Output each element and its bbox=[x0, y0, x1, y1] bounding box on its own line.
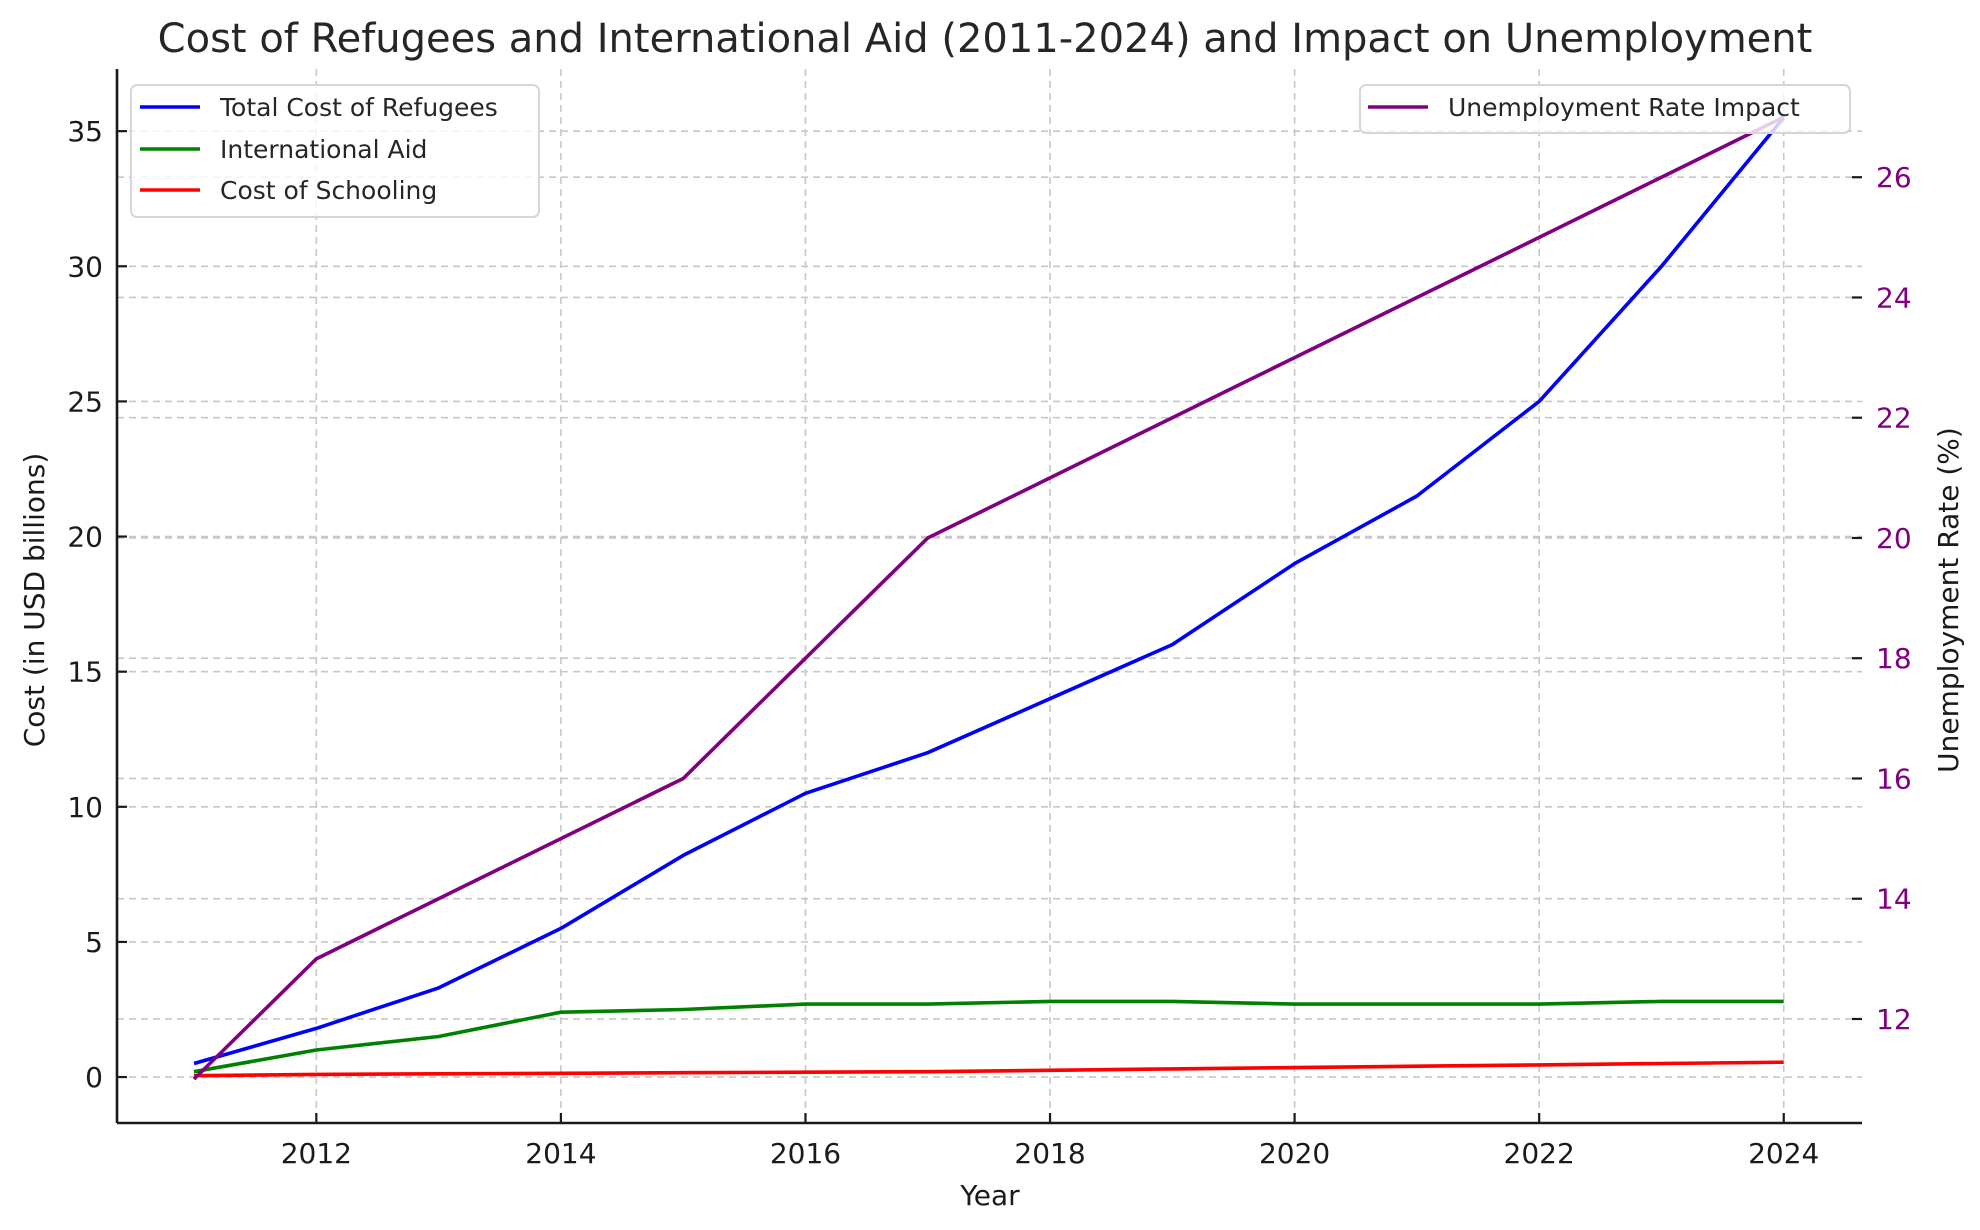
chart-title: Cost of Refugees and International Aid (… bbox=[158, 16, 1813, 62]
x-tick-label: 2020 bbox=[1259, 1137, 1330, 1170]
x-tick-label: 2012 bbox=[281, 1137, 352, 1170]
y-tick-label-right: 18 bbox=[1876, 642, 1912, 675]
legend-label-cost-of-schooling: Cost of Schooling bbox=[220, 176, 437, 205]
axes: 2012 2014 2016 2018 2020 2022 2024051015202530… bbox=[67, 69, 1912, 1170]
y-tick-label-left: 20 bbox=[67, 521, 103, 554]
y-tick-label-left: 30 bbox=[67, 250, 103, 283]
y-tick-label-left: 15 bbox=[67, 656, 103, 689]
legend-left-box bbox=[130, 84, 540, 218]
legend-label-total-cost: Total Cost of Refugees bbox=[219, 93, 498, 122]
y-tick-label-right: 24 bbox=[1876, 281, 1912, 314]
x-axis-label: Year bbox=[959, 1179, 1020, 1212]
y-axis-right-label: Unemployment Rate (%) bbox=[1932, 427, 1965, 773]
legend-right-box bbox=[1359, 84, 1851, 134]
y-tick-label-right: 20 bbox=[1876, 522, 1912, 555]
legend-right: Unemployment Rate Impact bbox=[1359, 84, 1851, 134]
series-line-international-aid bbox=[193, 999, 1784, 1074]
legend-label-international-aid: International Aid bbox=[220, 135, 427, 164]
y-axis-label: Cost (in USD billions) bbox=[18, 453, 51, 748]
series-line-unemployment-rate-impact bbox=[192, 115, 1785, 1081]
x-tick-label: 2022 bbox=[1504, 1137, 1575, 1170]
y-tick-label-left: 35 bbox=[67, 115, 103, 148]
plot-series bbox=[192, 115, 1786, 1081]
series-line-total-cost-of-refugees bbox=[193, 116, 1786, 1066]
y-tick-label-left: 25 bbox=[67, 385, 103, 418]
y-tick-label-left: 5 bbox=[85, 926, 103, 959]
legend-label-unemployment: Unemployment Rate Impact bbox=[1448, 93, 1800, 122]
x-tick-label: 2014 bbox=[525, 1137, 596, 1170]
y-tick-label-left: 0 bbox=[85, 1061, 103, 1094]
legend-left: Total Cost of Refugees International Aid… bbox=[130, 84, 540, 218]
x-tick-label: 2024 bbox=[1748, 1137, 1819, 1170]
y-tick-label-right: 12 bbox=[1876, 1003, 1912, 1036]
x-tick-label: 2016 bbox=[770, 1137, 841, 1170]
y-tick-label-right: 22 bbox=[1876, 402, 1912, 435]
y-tick-label-left: 10 bbox=[67, 791, 103, 824]
y-tick-label-right: 16 bbox=[1876, 762, 1912, 795]
y-tick-label-right: 14 bbox=[1876, 883, 1912, 916]
x-tick-label: 2018 bbox=[1014, 1137, 1085, 1170]
series-line-cost-of-schooling bbox=[193, 1060, 1784, 1078]
y-tick-label-right: 26 bbox=[1876, 161, 1912, 194]
